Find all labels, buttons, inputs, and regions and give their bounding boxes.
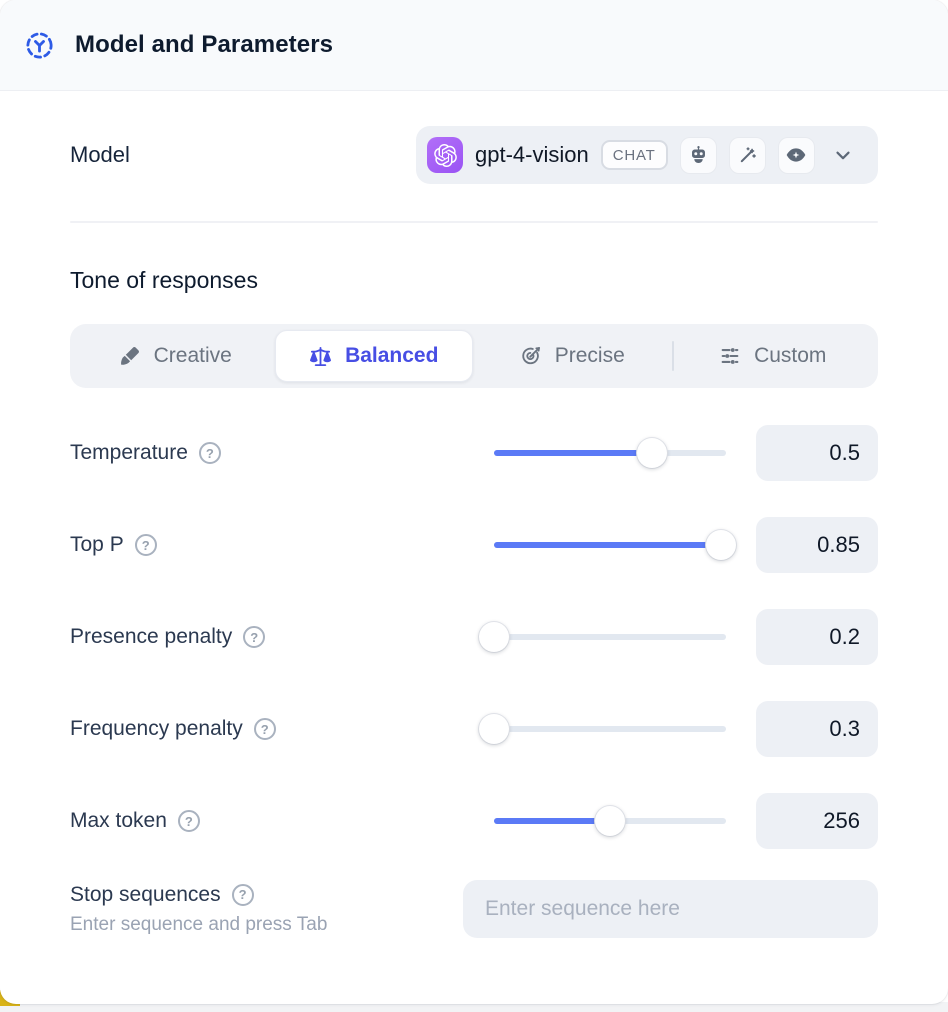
- slider-thumb[interactable]: [636, 438, 667, 468]
- temperature-row: Temperature ? 0.5: [70, 424, 878, 482]
- tab-balanced-label: Balanced: [345, 344, 439, 367]
- presence-penalty-slider[interactable]: [479, 622, 726, 652]
- temperature-slider[interactable]: [494, 438, 726, 468]
- slider-fill: [494, 818, 610, 824]
- top-p-value: 0.85: [756, 517, 878, 573]
- max-token-value: 256: [756, 793, 878, 849]
- help-icon[interactable]: ?: [253, 718, 276, 740]
- stop-sequences-label: Stop sequences: [70, 882, 221, 906]
- segment-divider: [671, 341, 674, 371]
- openai-logo: [427, 137, 463, 173]
- tab-precise-label: Precise: [554, 344, 625, 367]
- section-divider: [70, 221, 878, 223]
- help-icon[interactable]: ?: [243, 626, 266, 648]
- stop-sequences-helper: Enter sequence and press Tab: [70, 913, 328, 935]
- top-p-label: Top P: [70, 533, 124, 556]
- tab-creative[interactable]: Creative: [76, 330, 275, 382]
- robot-icon: [679, 136, 717, 174]
- tab-custom-label: Custom: [754, 344, 827, 367]
- slider-fill: [494, 450, 652, 456]
- slider-track[interactable]: [494, 726, 726, 732]
- presence-penalty-row: Presence penalty ? 0.2: [70, 608, 878, 666]
- chevron-down-icon: [832, 144, 854, 166]
- temperature-label: Temperature: [70, 441, 188, 464]
- tab-precise[interactable]: Precise: [473, 330, 672, 382]
- paintbrush-icon: [119, 345, 141, 367]
- top-p-slider[interactable]: [494, 530, 737, 560]
- sliders-icon: [719, 345, 741, 367]
- max-token-label: Max token: [70, 809, 167, 832]
- frequency-penalty-value: 0.3: [756, 701, 878, 757]
- stop-sequences-row: Stop sequences ? Enter sequence and pres…: [70, 880, 878, 938]
- slider-thumb[interactable]: [595, 806, 625, 836]
- scales-icon: [309, 345, 332, 368]
- help-icon[interactable]: ?: [177, 810, 200, 832]
- temperature-value: 0.5: [756, 425, 878, 481]
- panel-header: Model and Parameters: [0, 0, 948, 91]
- tab-balanced[interactable]: Balanced: [274, 330, 473, 382]
- eye-sparkle-icon: [777, 136, 815, 174]
- max-token-slider[interactable]: [494, 806, 726, 836]
- slider-fill: [494, 542, 722, 548]
- max-token-row: Max token ? 256: [70, 792, 878, 850]
- chat-type-badge: CHAT: [600, 140, 668, 170]
- slider-thumb[interactable]: [479, 622, 509, 652]
- tab-custom[interactable]: Custom: [674, 330, 873, 382]
- slider-track[interactable]: [494, 634, 726, 640]
- help-icon[interactable]: ?: [231, 883, 254, 906]
- help-icon[interactable]: ?: [134, 534, 157, 556]
- panel-title: Model and Parameters: [75, 31, 334, 58]
- model-hub-icon: [24, 30, 55, 61]
- model-label: Model: [70, 142, 130, 167]
- top-p-row: Top P ? 0.85: [70, 516, 878, 574]
- presence-penalty-label: Presence penalty: [70, 625, 233, 648]
- selected-model-name: gpt-4-vision: [475, 142, 589, 167]
- stop-sequence-input[interactable]: [463, 880, 878, 938]
- slider-thumb[interactable]: [479, 714, 509, 744]
- model-row: Model gpt-4-vision CHAT: [70, 126, 878, 184]
- wand-sparkles-icon: [728, 136, 766, 174]
- tone-section-heading: Tone of responses: [70, 267, 258, 293]
- help-icon[interactable]: ?: [198, 442, 221, 464]
- model-select-dropdown[interactable]: gpt-4-vision CHAT: [416, 126, 878, 184]
- target-icon: [520, 345, 542, 367]
- frequency-penalty-label: Frequency penalty: [70, 717, 243, 740]
- frequency-penalty-row: Frequency penalty ? 0.3: [70, 700, 878, 758]
- page-background-strip: [0, 1002, 948, 1012]
- tab-creative-label: Creative: [153, 344, 232, 367]
- frequency-penalty-slider[interactable]: [479, 714, 726, 744]
- slider-thumb[interactable]: [706, 530, 737, 560]
- presence-penalty-value: 0.2: [756, 609, 878, 665]
- tone-segmented-control: Creative Balanced: [70, 324, 878, 388]
